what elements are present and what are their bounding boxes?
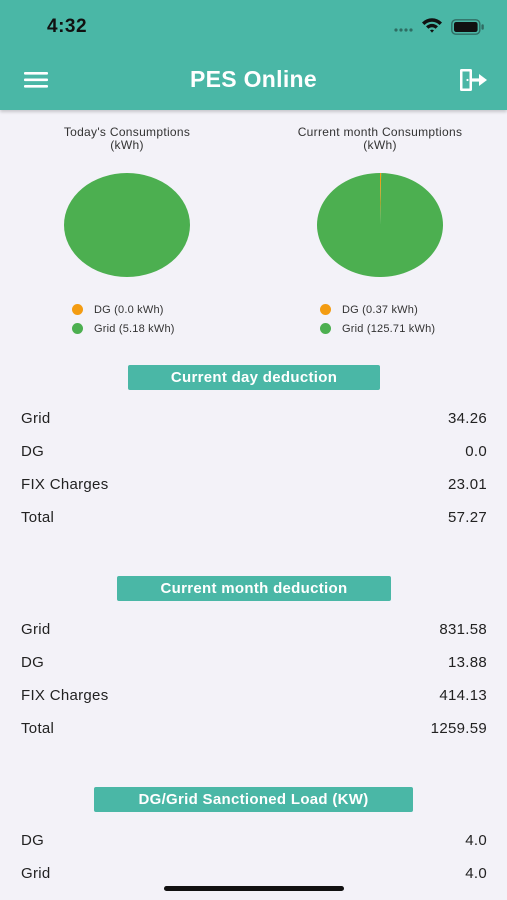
hamburger-menu-icon[interactable] (24, 70, 50, 90)
current-month-deduction-header: Current month deduction (117, 576, 391, 601)
table-row: DG 0.0 (21, 443, 487, 463)
row-value: 23.01 (447, 476, 487, 493)
grid-legend-dot (320, 323, 331, 334)
row-label: Grid (21, 410, 51, 427)
legend-item-grid: Grid (5.18 kWh) (72, 319, 175, 338)
pie-slice-dg[interactable] (380, 173, 382, 225)
row-value: 34.26 (447, 410, 487, 427)
table-row: FIX Charges 414.13 (21, 687, 487, 707)
today-pie-chart[interactable] (62, 172, 192, 278)
legend-item-grid: Grid (125.71 kWh) (320, 319, 435, 338)
current-day-deduction-header: Current day deduction (128, 365, 380, 390)
row-value: 13.88 (447, 654, 487, 671)
table-row: Grid 4.0 (21, 865, 487, 885)
sanctioned-load-header: DG/Grid Sanctioned Load (KW) (94, 787, 413, 812)
row-value: 0.0 (465, 443, 487, 460)
table-row: Grid 831.58 (21, 621, 487, 641)
table-row: Total 57.27 (21, 509, 487, 529)
month-chart-legend: DG (0.37 kWh) Grid (125.71 kWh) (320, 300, 435, 338)
row-value: 1259.59 (430, 720, 487, 737)
today-chart-legend: DG (0.0 kWh) Grid (5.18 kWh) (72, 300, 175, 338)
legend-item-dg: DG (0.0 kWh) (72, 300, 175, 319)
legend-label-grid: Grid (5.18 kWh) (94, 322, 175, 335)
page-title: PES Online (190, 66, 317, 92)
pie-slice-grid[interactable] (64, 173, 190, 277)
month-consumption-chart: Current month Consumptions (kWh) DG (0.3… (253, 125, 507, 335)
status-bar: 4:32 (0, 0, 507, 52)
row-value: 4.0 (465, 832, 487, 849)
row-value: 57.27 (447, 509, 487, 526)
status-time: 4:32 (47, 16, 88, 37)
chart-title-line2: (kWh) (363, 138, 397, 152)
month-pie-chart[interactable] (315, 172, 445, 278)
row-label: DG (21, 443, 45, 460)
grid-legend-dot (72, 323, 83, 334)
row-label: Grid (21, 621, 51, 638)
battery-icon (451, 19, 484, 35)
table-row: Grid 34.26 (21, 410, 487, 430)
pie-slice-grid[interactable] (317, 173, 443, 277)
home-indicator (164, 886, 344, 891)
row-label: DG (21, 832, 45, 849)
table-row: DG 13.88 (21, 654, 487, 674)
legend-label-dg: DG (0.0 kWh) (94, 303, 164, 316)
row-label: Grid (21, 865, 51, 882)
chart-title-line1: Today's Consumptions (63, 125, 191, 139)
logout-icon[interactable] (458, 67, 488, 93)
chart-title-line2: (kWh) (110, 138, 144, 152)
app-bar: 4:32 PES Online (0, 0, 507, 110)
today-consumption-chart: Today's Consumptions (kWh) DG (0.0 kWh) … (0, 125, 254, 335)
legend-label-grid: Grid (125.71 kWh) (342, 322, 436, 335)
cellular-signal-icon (394, 28, 413, 32)
row-label: Total (21, 720, 55, 737)
legend-item-dg: DG (0.37 kWh) (320, 300, 435, 319)
wifi-icon (422, 18, 442, 33)
row-label: FIX Charges (21, 687, 109, 704)
row-label: DG (21, 654, 45, 671)
dg-legend-dot (72, 304, 83, 315)
table-row: Total 1259.59 (21, 720, 487, 740)
legend-label-dg: DG (0.37 kWh) (342, 303, 418, 316)
dg-legend-dot (320, 304, 331, 315)
row-label: FIX Charges (21, 476, 109, 493)
row-value: 414.13 (439, 687, 487, 704)
table-row: DG 4.0 (21, 832, 487, 852)
row-value: 4.0 (465, 865, 487, 882)
table-row: FIX Charges 23.01 (21, 476, 487, 496)
chart-title-line1: Current month Consumptions (297, 125, 463, 139)
row-label: Total (21, 509, 55, 526)
row-value: 831.58 (439, 621, 487, 638)
